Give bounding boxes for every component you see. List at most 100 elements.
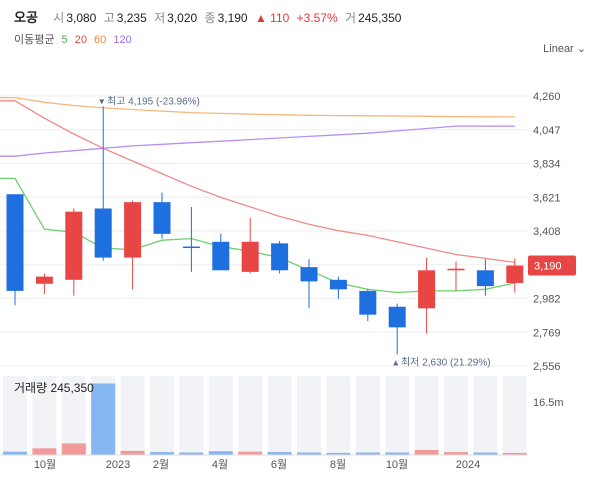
candle-body (153, 202, 171, 234)
candle (6, 194, 24, 306)
ma5-legend: 5 (61, 34, 68, 46)
candle-body (329, 279, 347, 290)
candle (388, 303, 406, 355)
volume-bar (385, 452, 410, 455)
candle (447, 261, 465, 291)
max-price-annotation: ▾ 최고 4,195 (-23.96%) (99, 95, 200, 107)
y-tick-label: 2,556 (533, 361, 561, 373)
volume-bar (91, 383, 116, 455)
x-tick-label: 4월 (212, 458, 228, 471)
x-tick-label: 10월 (386, 458, 408, 471)
candle-body (35, 276, 53, 284)
y-tick-label: 3,621 (533, 192, 561, 204)
volume-bg-bar (502, 376, 527, 455)
volume-bar (267, 452, 292, 455)
candle-body (94, 208, 112, 258)
volume-bg-bar (150, 376, 174, 455)
candle (94, 106, 112, 261)
candle (271, 240, 289, 274)
volume-bar (326, 452, 351, 455)
ma60-legend: 60 (94, 34, 107, 46)
volume-panel-label: 거래량 245,350 (14, 381, 94, 395)
candle (65, 208, 83, 296)
stock-header: 오공 시 3,080 고 3,235 저 3,020 종 3,190 ▲ 110 +3.… (14, 7, 401, 26)
volume-bar (297, 452, 321, 455)
volume-bg-bar (120, 376, 145, 455)
volume-bg-bar (473, 376, 498, 455)
high-label: 고 (103, 11, 115, 25)
x-tick-label: 10월 (34, 458, 56, 471)
low-value: 3,020 (167, 11, 198, 25)
x-tick-label: 6월 (271, 458, 287, 471)
change-value: ▲ 110 (254, 11, 290, 25)
volume-bar (150, 452, 174, 455)
moving-average-legend: 이동평균 5 20 60 120 (14, 31, 136, 47)
volume-bg-bar (32, 376, 57, 455)
current-price-label: 3,190 (534, 261, 562, 273)
scale-toggle-button[interactable]: Linear ⌄ (543, 42, 586, 55)
volume-bar (32, 448, 57, 455)
x-tick-label: 2024 (456, 459, 480, 471)
candle-body (241, 241, 259, 272)
current-price-tag (528, 255, 576, 276)
candle-body (359, 290, 377, 315)
ma60-line (0, 96, 515, 118)
volume-bar (3, 451, 27, 455)
stock-name: 오공 (14, 10, 38, 25)
volume-bg-bar (385, 376, 410, 455)
y-tick-label: 2,982 (533, 294, 561, 306)
volume-bar (208, 451, 233, 455)
candle (300, 259, 318, 309)
min-price-annotation: ▴ 최저 2,630 (21.29%) (393, 356, 490, 368)
close-value: 3,190 (217, 11, 248, 25)
x-tick-label: 2월 (153, 458, 169, 471)
volume-bg-bar (3, 376, 27, 455)
scale-button-label: Linear (543, 43, 574, 55)
volume-bg-bar (208, 376, 233, 455)
candle-body (300, 267, 318, 282)
volume-bg-bar (267, 376, 292, 455)
volume-bar (473, 452, 498, 455)
ma120-legend: 120 (113, 34, 132, 46)
volume-bg-bar (61, 376, 86, 455)
volume-bar (414, 450, 439, 455)
candle (124, 200, 142, 290)
candle (359, 289, 377, 321)
x-tick-label: 8월 (330, 458, 346, 471)
volume-value: 245,350 (358, 11, 402, 25)
volume-bar (238, 451, 263, 455)
candle (35, 273, 53, 295)
candle-body (182, 246, 200, 249)
y-tick-label: 2,769 (533, 327, 561, 339)
volume-bar (502, 452, 527, 455)
ma-legend-label: 이동평균 (14, 34, 55, 46)
candle (212, 233, 230, 271)
open-value: 3,080 (66, 11, 97, 25)
candle-body (476, 270, 494, 287)
candle (506, 258, 524, 293)
y-tick-label: 3,408 (533, 226, 561, 238)
ma20-legend: 20 (74, 34, 87, 46)
volume-bg-bar (297, 376, 321, 455)
low-label: 저 (154, 11, 166, 25)
y-tick-label: 4,047 (533, 125, 561, 137)
chevron-down-icon: ⌄ (576, 43, 586, 55)
candle-body (506, 265, 524, 283)
ma20-line (0, 100, 515, 264)
volume-bg-bar (444, 376, 468, 455)
y-tick-label: 3,834 (533, 159, 561, 171)
x-tick-label: 2023 (106, 459, 130, 471)
volume-bar (120, 450, 145, 455)
volume-axis-label: 16.5m (533, 397, 564, 409)
candle (476, 259, 494, 296)
volume-bg-bar (179, 376, 204, 455)
volume-bg-bar (238, 376, 263, 455)
candle (418, 257, 436, 334)
volume-bar (179, 452, 204, 455)
high-value: 3,235 (116, 11, 147, 25)
candle-body (388, 306, 406, 328)
change-percent: +3.57% (296, 11, 338, 25)
candle-body (418, 270, 436, 309)
candle-body (212, 241, 230, 271)
